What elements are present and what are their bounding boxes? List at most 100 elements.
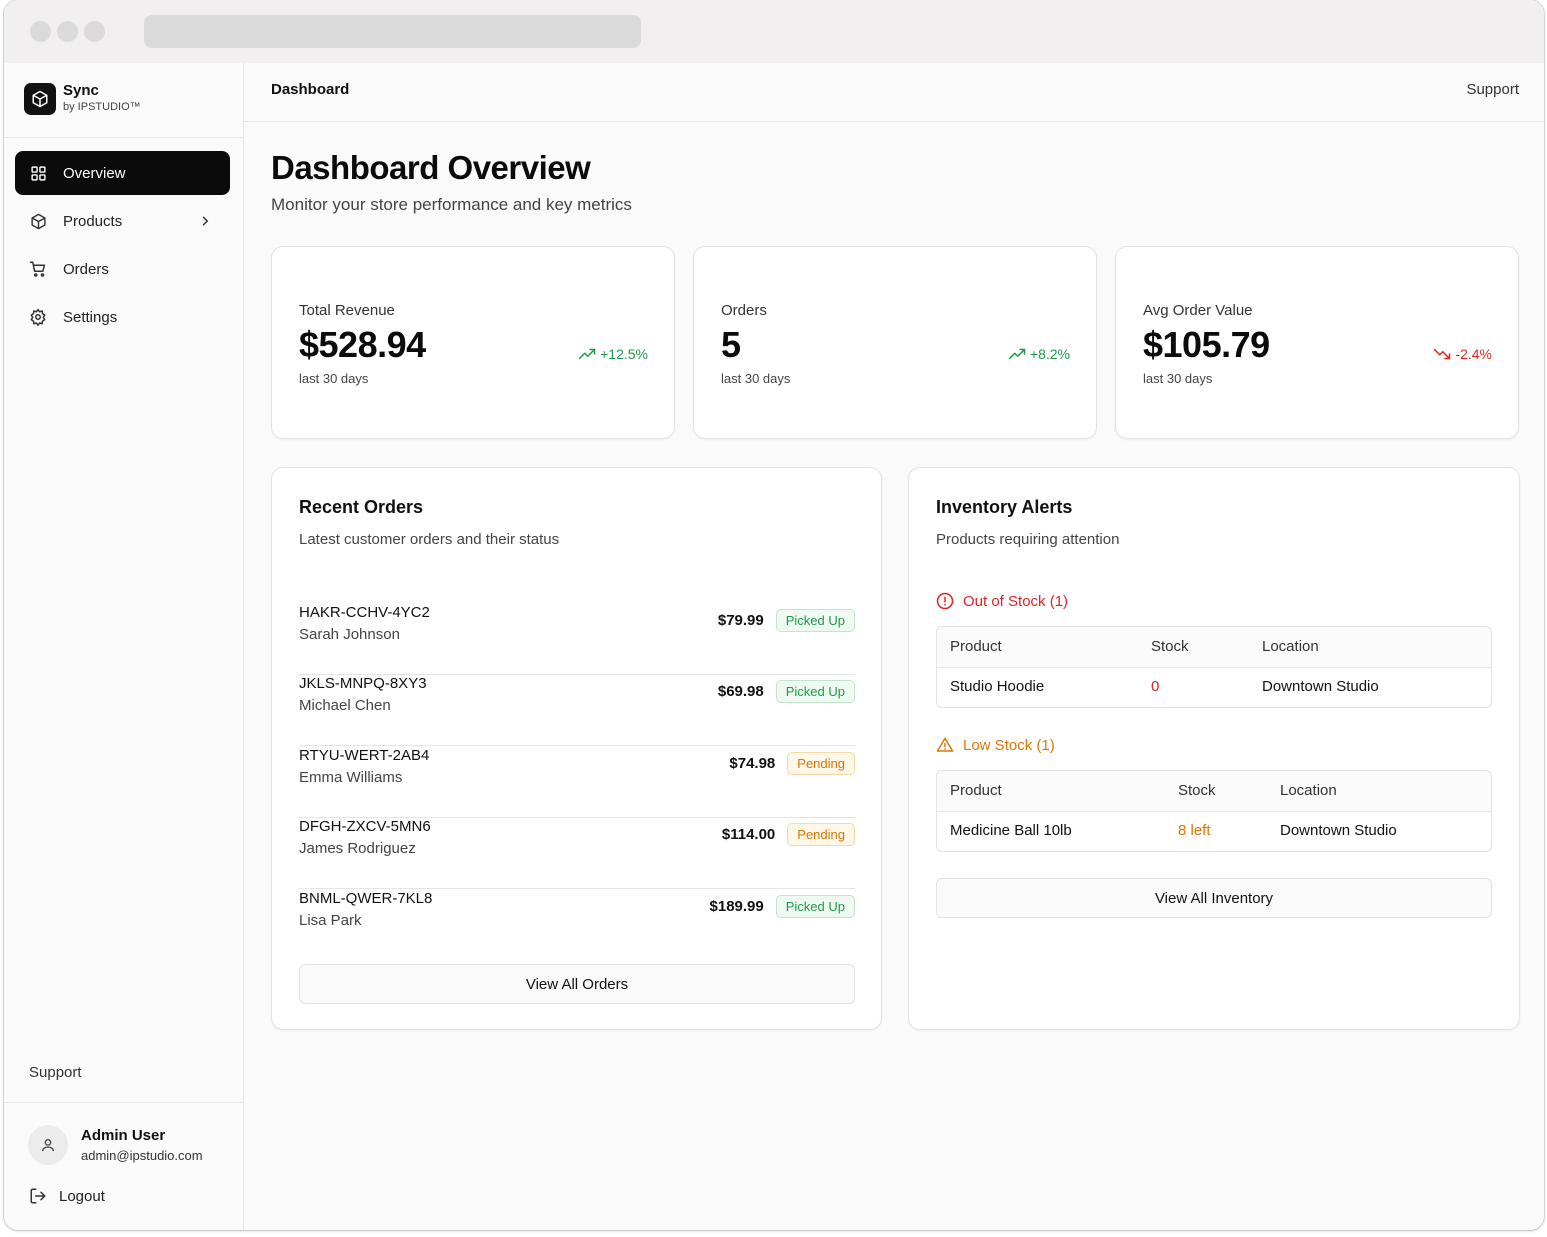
address-bar[interactable]: [144, 15, 641, 48]
table-header: Product Stock Location: [937, 627, 1491, 668]
view-all-orders-button[interactable]: View All Orders: [299, 964, 855, 1004]
list-item[interactable]: RTYU-WERT-2AB4 Emma Williams $74.98 Pend…: [299, 747, 855, 818]
logout-label: Logout: [59, 1187, 105, 1205]
list-item[interactable]: JKLS-MNPQ-8XY3 Michael Chen $69.98 Picke…: [299, 675, 855, 746]
stat-trend-value: -2.4%: [1455, 346, 1492, 362]
stat-label: Orders: [721, 302, 767, 319]
out-of-stock-table: Product Stock Location Studio Hoodie 0 D…: [936, 626, 1492, 708]
recent-orders-panel: Recent Orders Latest customer orders and…: [271, 467, 882, 1030]
list-item[interactable]: BNML-QWER-7KL8 Lisa Park $189.99 Picked …: [299, 890, 855, 961]
stat-card-revenue: Total Revenue $528.94 last 30 days +12.5…: [271, 246, 675, 439]
column-header: Product: [950, 782, 1002, 799]
window-maximize-dot[interactable]: [84, 21, 105, 42]
stat-value: $528.94: [299, 324, 426, 365]
order-amount: $114.00: [721, 826, 776, 843]
column-header: Stock: [1178, 782, 1216, 799]
trending-up-icon: [1008, 347, 1026, 361]
support-link[interactable]: Support: [1466, 81, 1519, 98]
order-customer: Emma Williams: [299, 769, 403, 786]
product-cell: Medicine Ball 10lb: [950, 822, 1072, 839]
brand-name: Sync: [63, 82, 99, 99]
order-customer: James Rodriguez: [299, 840, 416, 857]
stat-trend-value: +12.5%: [600, 346, 648, 362]
trending-up-icon: [578, 347, 596, 361]
user-icon: [42, 1139, 54, 1152]
warning-triangle-icon: [936, 736, 954, 754]
order-id: JKLS-MNPQ-8XY3: [299, 675, 427, 692]
grid-icon: [29, 164, 47, 182]
status-badge: Picked Up: [775, 680, 855, 703]
stat-period: last 30 days: [299, 371, 369, 386]
avatar[interactable]: [28, 1125, 68, 1165]
browser-window: Sync by IPSTUDIO™ Overview Products: [4, 0, 1544, 1230]
status-badge: Picked Up: [775, 609, 855, 632]
sidebar-item-label: Orders: [63, 260, 109, 278]
stock-cell: 0: [1151, 678, 1160, 695]
order-customer: Michael Chen: [299, 697, 391, 714]
box-icon: [29, 212, 47, 230]
app: Sync by IPSTUDIO™ Overview Products: [4, 63, 1544, 1230]
sidebar-item-settings[interactable]: Settings: [15, 295, 230, 339]
low-stock-heading: Low Stock (1): [936, 736, 1055, 754]
order-amount: $189.99: [709, 898, 764, 915]
panel-title: Inventory Alerts: [936, 497, 1073, 517]
order-amount: $74.98: [729, 755, 776, 772]
main-content: Dashboard Support Dashboard Overview Mon…: [244, 63, 1544, 1230]
stat-period: last 30 days: [721, 371, 791, 386]
order-customer: Lisa Park: [299, 912, 362, 929]
location-cell: Downtown Studio: [1262, 678, 1379, 695]
chevron-right-icon[interactable]: [196, 212, 214, 230]
panel-subtitle: Latest customer orders and their status: [299, 531, 560, 548]
sidebar-support-link[interactable]: Support: [29, 1064, 82, 1081]
title-bar: [4, 0, 1544, 63]
stat-trend-value: +8.2%: [1029, 346, 1070, 362]
stat-value: 5: [721, 324, 741, 365]
user-email: admin@ipstudio.com: [81, 1148, 203, 1163]
page-title: Dashboard Overview: [271, 149, 591, 186]
status-badge: Picked Up: [775, 895, 855, 918]
box-logo-icon: [24, 83, 56, 115]
sidebar-item-label: Overview: [63, 164, 126, 182]
stat-period: last 30 days: [1143, 371, 1213, 386]
stat-card-avg-order: Avg Order Value $105.79 last 30 days -2.…: [1115, 246, 1519, 439]
view-all-inventory-button[interactable]: View All Inventory: [936, 878, 1492, 918]
stat-label: Avg Order Value: [1143, 302, 1253, 319]
order-amount: $79.99: [717, 612, 764, 629]
sidebar-item-label: Products: [63, 212, 123, 230]
list-item[interactable]: DFGH-ZXCV-5MN6 James Rodriguez $114.00 P…: [299, 818, 855, 889]
order-customer: Sarah Johnson: [299, 626, 400, 643]
stat-card-orders: Orders 5 last 30 days +8.2%: [693, 246, 1097, 439]
sidebar-item-orders[interactable]: Orders: [15, 247, 230, 291]
trending-down-icon: [1433, 347, 1451, 361]
list-item[interactable]: HAKR-CCHV-4YC2 Sarah Johnson $79.99 Pick…: [299, 604, 855, 675]
sidebar-divider: [4, 1102, 243, 1103]
product-cell: Studio Hoodie: [950, 678, 1045, 695]
stat-trend: +12.5%: [578, 346, 648, 362]
column-header: Location: [1280, 782, 1337, 799]
window-close-dot[interactable]: [30, 21, 51, 42]
stat-trend: -2.4%: [1433, 346, 1492, 362]
cart-icon: [29, 260, 47, 278]
order-id: BNML-QWER-7KL8: [299, 890, 433, 907]
stat-label: Total Revenue: [299, 302, 395, 319]
window-minimize-dot[interactable]: [57, 21, 78, 42]
top-bar: Dashboard Support: [244, 63, 1544, 122]
stat-value: $105.79: [1143, 324, 1270, 365]
sidebar-item-overview[interactable]: Overview: [15, 151, 230, 195]
panel-title: Recent Orders: [299, 497, 424, 517]
out-of-stock-heading: Out of Stock (1): [936, 592, 1068, 610]
order-amount: $69.98: [717, 683, 764, 700]
breadcrumb: Dashboard: [271, 81, 350, 98]
sidebar-item-products[interactable]: Products: [15, 199, 230, 243]
logout-icon: [29, 1187, 47, 1205]
column-header: Location: [1262, 638, 1319, 655]
logout-button[interactable]: Logout: [29, 1187, 105, 1205]
status-badge: Pending: [787, 752, 855, 775]
low-stock-label: Low Stock (1): [963, 736, 1055, 754]
order-id: DFGH-ZXCV-5MN6: [299, 818, 431, 835]
page-subtitle: Monitor your store performance and key m…: [271, 195, 632, 214]
brand-subtitle: by IPSTUDIO™: [63, 101, 141, 113]
inventory-alerts-panel: Inventory Alerts Products requiring atte…: [908, 467, 1520, 1030]
order-id: HAKR-CCHV-4YC2: [299, 604, 430, 621]
order-id: RTYU-WERT-2AB4: [299, 747, 430, 764]
